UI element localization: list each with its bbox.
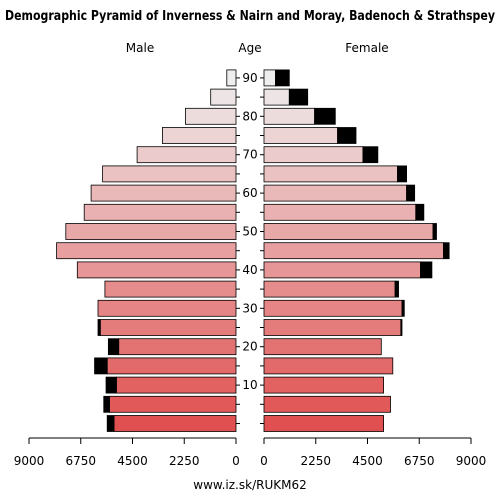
bar-female-surplus-35-39 (394, 280, 399, 298)
bar-female-5-9 (263, 395, 391, 413)
bar-female-15-19 (263, 357, 394, 375)
bar-male-60-64 (90, 184, 237, 202)
bar-female-55-59 (263, 203, 417, 221)
x-tick-label-female: 9000 (456, 454, 487, 468)
bar-female-75-79 (263, 127, 338, 144)
age-tick-label: 10 (242, 378, 257, 392)
male-label: Male (126, 41, 154, 55)
bar-female-0-4 (263, 415, 384, 432)
bar-female-surplus-55-59 (415, 203, 425, 221)
bar-female-surplus-75-79 (337, 127, 357, 144)
age-tick-label: 70 (242, 148, 257, 162)
x-tick-label-male: 9000 (14, 454, 45, 468)
bar-male-90+ (226, 69, 237, 87)
bar-male-10-14 (116, 376, 237, 394)
age-tick-label: 60 (242, 186, 257, 200)
bar-male-surplus-25-29 (97, 319, 101, 336)
bar-male-50-54 (65, 223, 237, 240)
axes: 9000 6750 4500 2250 0 0 2250 4500 6750 9000 90 80 70… (14, 71, 487, 468)
bar-female-40-44 (263, 261, 421, 279)
age-tick-label: 80 (242, 109, 257, 123)
x-tick-label-male: 6750 (65, 454, 96, 468)
bar-female-20-24 (263, 338, 382, 356)
female-label: Female (345, 41, 388, 55)
footer-url: www.iz.sk/RUKM62 (193, 478, 306, 492)
bar-female-surplus-45-49 (442, 242, 450, 260)
bar-female-surplus-50-54 (432, 223, 437, 240)
bar-female-surplus-40-44 (419, 261, 433, 279)
bar-male-surplus-0-4 (106, 415, 115, 432)
bar-female-surplus-70-74 (362, 146, 379, 164)
bar-male-40-44 (76, 261, 237, 279)
bar-female-80-84 (263, 107, 315, 125)
bar-male-surplus-15-19 (94, 357, 108, 375)
x-tick-label-female: 4500 (352, 454, 383, 468)
bar-female-70-74 (263, 146, 364, 164)
x-tick-label-female: 0 (260, 454, 268, 468)
bar-female-30-34 (263, 299, 403, 317)
bar-female-35-39 (263, 280, 396, 298)
chart-title: Demographic Pyramid of Inverness & Nairn… (5, 9, 495, 24)
bar-male-15-19 (106, 357, 237, 375)
bar-male-45-49 (56, 242, 237, 260)
bar-male-70-74 (136, 146, 237, 164)
bar-female-10-14 (263, 376, 384, 394)
bar-male-85-89 (210, 88, 237, 106)
bar-male-20-24 (118, 338, 237, 356)
age-tick-label: 50 (242, 225, 257, 239)
bar-male-35-39 (104, 280, 237, 298)
bar-male-0-4 (113, 415, 237, 432)
age-tick-label: 20 (242, 340, 257, 354)
bar-female-25-29 (263, 319, 402, 336)
bar-male-5-9 (109, 395, 237, 413)
x-tick-label-female: 2250 (300, 454, 331, 468)
age-tick-label: 40 (242, 263, 257, 277)
bar-female-45-49 (263, 242, 444, 260)
age-label: Age (238, 41, 261, 55)
bar-male-30-34 (97, 299, 237, 317)
bar-male-55-59 (83, 203, 237, 221)
age-tick-label: 90 (242, 71, 257, 85)
female-bars (263, 69, 450, 432)
bar-male-75-79 (161, 127, 237, 144)
bar-female-surplus-30-34 (401, 299, 405, 317)
bar-female-65-69 (263, 165, 398, 183)
bar-female-surplus-90+ (275, 69, 290, 87)
bar-female-surplus-80-84 (314, 107, 336, 125)
x-tick-label-male: 2250 (169, 454, 200, 468)
bar-female-90+ (263, 69, 276, 87)
bar-female-surplus-65-69 (396, 165, 407, 183)
bar-female-surplus-60-64 (406, 184, 416, 202)
bar-female-85-89 (263, 88, 290, 106)
bar-male-65-69 (102, 165, 237, 183)
x-tick-label-female: 6750 (404, 454, 435, 468)
bar-female-surplus-85-89 (288, 88, 309, 106)
male-bars (56, 69, 237, 432)
bar-male-80-84 (184, 107, 237, 125)
bar-male-surplus-5-9 (103, 395, 110, 413)
bar-female-surplus-25-29 (400, 319, 403, 336)
bar-male-surplus-10-14 (105, 376, 117, 394)
bar-female-50-54 (263, 223, 434, 240)
x-tick-label-male: 4500 (117, 454, 148, 468)
x-tick-label-male: 0 (232, 454, 240, 468)
age-tick-label: 30 (242, 301, 257, 315)
bar-female-60-64 (263, 184, 408, 202)
bar-male-25-29 (99, 319, 237, 336)
bar-male-surplus-20-24 (107, 338, 120, 356)
